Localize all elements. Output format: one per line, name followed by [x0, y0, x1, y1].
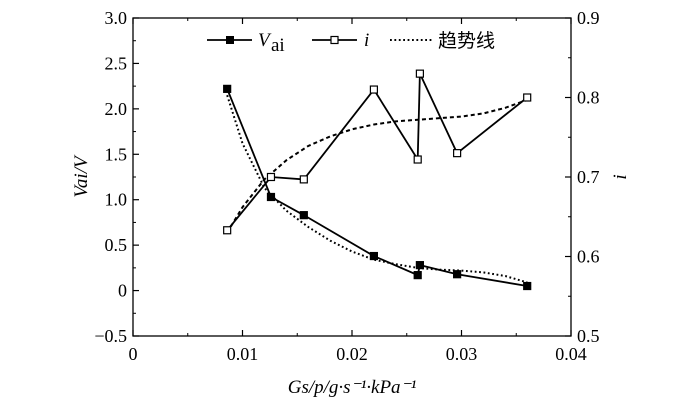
series-line-0 — [226, 88, 528, 287]
vai-point — [223, 84, 232, 93]
x-axis-title-text: Gs/p/g·s⁻¹·kPa⁻¹ — [288, 377, 417, 398]
y-left-tick-label: −0.5 — [94, 326, 127, 346]
legend-vai-label: V — [258, 30, 272, 51]
y-right-tick-label: 0.5 — [577, 326, 600, 346]
y-right-axis-title: i — [610, 174, 631, 179]
i-point — [266, 172, 276, 182]
x-tick-label: 0.02 — [336, 344, 368, 364]
legend-i-marker — [330, 35, 339, 45]
x-axis-title: Gs/p/g·s⁻¹·kPa⁻¹ — [288, 377, 417, 398]
vai-point — [413, 271, 422, 280]
series-line-1 — [226, 73, 528, 231]
legend-trend-label: 趋势线 — [438, 30, 495, 52]
i-point — [415, 69, 424, 78]
series-line-3 — [226, 98, 528, 234]
legend-vai-subscript: ai — [271, 35, 285, 56]
i-point — [453, 149, 462, 158]
marker-layer — [223, 69, 532, 291]
y-right-tick-label: 0.8 — [577, 88, 600, 108]
plot-frame — [132, 17, 572, 337]
x-tick-label: 0 — [129, 344, 138, 364]
vai-point — [415, 261, 424, 270]
vai-point — [453, 270, 462, 279]
i-point — [369, 85, 378, 94]
legend-vai-marker — [226, 36, 234, 44]
i-point — [299, 175, 308, 184]
y-left-tick-label: 1.5 — [105, 144, 128, 164]
ticks — [132, 17, 572, 337]
vai-point — [299, 211, 308, 220]
i-point — [413, 155, 422, 164]
legend: V ai i 趋势线 — [207, 30, 495, 56]
x-tick-label: 0.04 — [555, 344, 587, 364]
vai-point — [369, 251, 378, 261]
y-right-tick-label: 0.9 — [577, 8, 600, 28]
y-right-tick-label: 0.6 — [577, 247, 600, 267]
vai-point — [266, 192, 276, 202]
legend-i-label: i — [364, 30, 369, 51]
vai-point — [523, 281, 532, 291]
y-left-tick-label: 0 — [118, 281, 127, 301]
y-left-tick-label: 2.0 — [105, 99, 128, 119]
svg-text:Gs/p/g·s⁻¹·kPa⁻¹: Gs/p/g·s⁻¹·kPa⁻¹ — [288, 377, 417, 398]
y-left-tick-label: 0.5 — [105, 235, 128, 255]
y-left-axis-title: Vai/V — [71, 154, 92, 198]
x-tick-label: 0.01 — [227, 344, 259, 364]
y-left-tick-label: 2.5 — [105, 53, 128, 73]
i-point — [223, 226, 232, 235]
i-point — [523, 93, 532, 102]
y-right-tick-label: 0.7 — [577, 167, 600, 187]
y-left-tick-label: 3.0 — [105, 8, 128, 28]
y-left-tick-label: 1.0 — [105, 190, 128, 210]
x-tick-label: 0.03 — [446, 344, 478, 364]
tick-labels: 0 0.01 0.02 0.03 0.04−0.500.51.01.52.02.53.0… — [94, 8, 599, 364]
